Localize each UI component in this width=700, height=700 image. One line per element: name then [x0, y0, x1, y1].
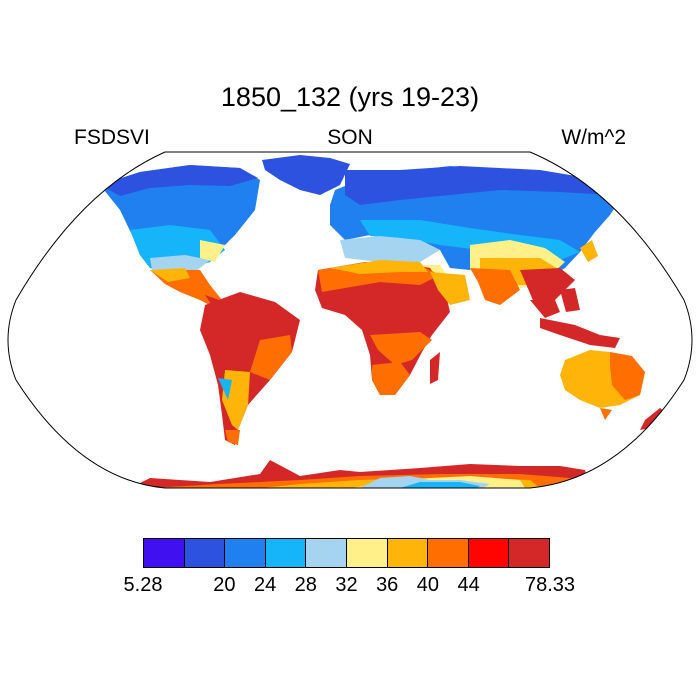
colorbar-swatch: [225, 539, 266, 567]
colorbar-swatch: [346, 539, 388, 567]
colorbar-swatch: [509, 539, 549, 567]
variable-label: FSDSVI: [74, 126, 150, 149]
colorbar-tick-label: 20: [213, 574, 236, 596]
maritime-asia: [530, 300, 560, 318]
africa: [315, 262, 450, 395]
colorbar-tick-label: 40: [416, 574, 440, 596]
colorbar-tick-label: 5.28: [123, 574, 163, 596]
colorbar-swatch: [265, 539, 307, 567]
colorbar-swatch: [184, 539, 226, 567]
colorbar-tick-label: 28: [294, 574, 317, 596]
colorbar-swatch: [144, 539, 185, 567]
units-label: W/m^2: [561, 126, 626, 149]
colorbar-tick-label: 32: [335, 574, 358, 596]
colorbar-swatch: [428, 539, 469, 567]
colorbar-swatch: [306, 539, 347, 567]
colorbar: [143, 538, 550, 568]
colorbar-tick-label: 78.33: [524, 574, 576, 596]
colorbar-tick-label: 44: [457, 574, 480, 596]
greenland: [262, 155, 350, 195]
colorbar-swatch: [468, 539, 510, 567]
colorbar-tick-label: 24: [253, 574, 277, 596]
south-america: [200, 292, 300, 445]
map-border: [7, 151, 693, 489]
colorbar-tick-label: 36: [376, 574, 399, 596]
plot-title: 1850_132 (yrs 19-23): [220, 82, 480, 112]
season-label: SON: [327, 126, 373, 149]
colorbar-swatch: [387, 539, 429, 567]
